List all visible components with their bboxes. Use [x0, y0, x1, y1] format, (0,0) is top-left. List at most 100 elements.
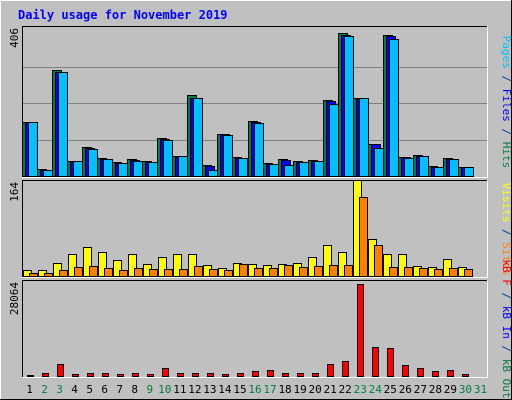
legend-entry: / [500, 286, 512, 306]
bar-sites [239, 264, 248, 277]
x-tick-label: 29 [444, 383, 457, 396]
x-tick-label: 12 [188, 383, 201, 396]
chart-panels: 406 Pages / Files / Hits 16 4 Visits / Sites… [8, 26, 512, 399]
x-tick-label: 15 [233, 383, 246, 396]
bar-sites [89, 266, 98, 277]
bar-pages [73, 161, 83, 177]
bar-sites [419, 268, 428, 277]
bar-pages [284, 165, 294, 177]
legend-entry: / [500, 222, 512, 242]
bar-kb-f [312, 373, 319, 377]
bar-kb-f [447, 370, 454, 377]
bar-sites [314, 266, 323, 277]
bar-sites [464, 269, 473, 277]
panel-top: 406 Pages / Files / Hits [8, 26, 512, 178]
x-tick-label: 18 [278, 383, 291, 396]
bar-sites [209, 269, 218, 277]
bar-kb-f [342, 361, 349, 377]
legend-entry: Visits [500, 183, 512, 223]
bar-kb-f [147, 374, 154, 377]
bar-sites [299, 267, 308, 277]
bar-pages [88, 149, 98, 177]
plot-area-bottom [22, 280, 488, 378]
bar-sites [389, 267, 398, 277]
bar-sites [269, 268, 278, 277]
bar-sites [149, 269, 158, 277]
bar-pages [389, 39, 399, 177]
bar-sites [359, 197, 368, 277]
bar-visits [398, 254, 407, 277]
x-axis-labels: 1 2 3 4 5 6 7 8 9 10 11 12 13 14 15 16 17 18 19 20 21 22 23 24 2… [26, 383, 487, 396]
bar-pages [43, 170, 53, 177]
bar-sites [224, 270, 233, 277]
bar-sites [134, 268, 143, 277]
bar-kb-f [27, 375, 34, 377]
x-tick-label: 24 [369, 383, 383, 396]
bar-kb-f [252, 371, 259, 377]
bar-pages [359, 98, 369, 177]
x-tick-label: 25 [384, 383, 397, 396]
x-tick-label: 1 [26, 383, 33, 396]
bar-kb-f [387, 348, 394, 377]
bar-pages [58, 72, 68, 177]
legend-entry: Pages [500, 36, 512, 69]
bar-sites [59, 270, 68, 277]
bar-kb-f [42, 373, 49, 377]
bar-kb-f [432, 371, 439, 377]
x-tick-label: 19 [293, 383, 306, 396]
bar-kb-f [87, 373, 94, 377]
x-tick-label: 3 [56, 383, 63, 396]
x-tick-label: 22 [339, 383, 352, 396]
x-tick-label: 27 [414, 383, 427, 396]
x-tick-label: 23 [354, 383, 367, 396]
bar-pages [193, 98, 203, 177]
bar-kb-f [282, 373, 289, 377]
x-tick-label: 8 [131, 383, 138, 396]
legend-bottom: kB F / kB In / kB Out [500, 259, 512, 398]
bar-kb-f [177, 373, 184, 377]
bar-pages [344, 36, 354, 177]
bar-kb-f [222, 374, 229, 377]
x-tick-label: 31 [474, 383, 487, 396]
bar-pages [419, 156, 429, 177]
bar-pages [103, 159, 113, 177]
bar-kb-f [462, 374, 469, 377]
bar-pages [163, 140, 173, 177]
bar-pages [148, 162, 158, 177]
bar-pages [28, 122, 38, 177]
x-tick-label: 20 [309, 383, 322, 396]
bar-sites [374, 245, 383, 277]
legend-entry: Files [500, 89, 512, 122]
bar-sites [329, 265, 338, 277]
bar-pages [269, 164, 279, 177]
bar-visits [173, 254, 182, 277]
bar-sites [404, 267, 413, 277]
x-tick-label: 26 [399, 383, 412, 396]
bar-pages [374, 148, 384, 177]
x-tick-label: 16 [248, 383, 261, 396]
bar-sites [434, 269, 443, 277]
legend-mid: Visits / Sites [500, 183, 512, 276]
bar-sites [74, 267, 83, 277]
legend-entry: / [500, 122, 512, 142]
bar-pages [404, 158, 414, 177]
legend-top: Pages / Files / Hits [500, 36, 512, 169]
bar-visits [158, 257, 167, 277]
bar-kb-f [192, 373, 199, 377]
bar-sites [104, 268, 113, 277]
bar-pages [118, 163, 128, 177]
x-tick-label: 4 [71, 383, 78, 396]
x-tick-label: 21 [324, 383, 337, 396]
bar-visits [188, 254, 197, 277]
bar-kb-f [102, 373, 109, 377]
legend-entry: kB F [500, 259, 512, 286]
panel-bottom: 28064 kB F / kB In / kB Out [8, 259, 512, 398]
max-label-bottom: 28064 [8, 282, 21, 315]
x-tick-label: 13 [203, 383, 216, 396]
bar-visits [383, 254, 392, 277]
x-tick-label: 10 [158, 383, 171, 396]
bar-kb-f [162, 368, 169, 377]
bar-kb-f [327, 364, 334, 377]
bar-pages [434, 167, 444, 177]
